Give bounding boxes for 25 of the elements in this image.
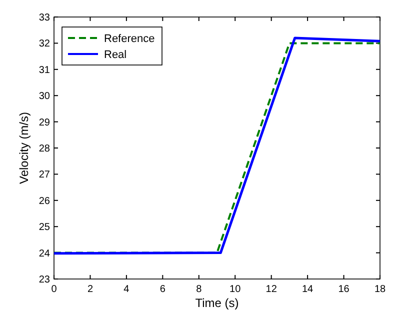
legend-label: Real: [104, 49, 127, 61]
y-tick-label: 33: [38, 12, 50, 24]
x-tick-label: 4: [124, 284, 130, 295]
x-axis-title: Time (s): [195, 296, 239, 310]
x-tick-label: 8: [196, 284, 202, 295]
y-tick-label: 23: [38, 274, 50, 286]
y-tick-label: 25: [38, 222, 50, 234]
x-tick-label: 6: [160, 284, 166, 295]
y-axis-title: Velocity (m/s): [17, 112, 31, 184]
y-tick-label: 24: [38, 248, 50, 260]
y-tick-label: 29: [38, 117, 50, 128]
legend-label: Reference: [104, 33, 155, 45]
y-tick-label: 32: [38, 38, 50, 50]
y-tick-label: 28: [38, 144, 50, 154]
x-tick-label: 10: [230, 284, 242, 295]
x-tick-label: 12: [266, 284, 278, 295]
x-tick-label: 14: [302, 284, 314, 295]
y-tick-label: 31: [38, 64, 50, 76]
y-tick-label: 30: [38, 91, 50, 102]
y-tick-label: 27: [38, 170, 50, 181]
x-tick-label: 2: [87, 284, 94, 295]
y-tick-label: 26: [38, 196, 50, 207]
x-tick-label: 0: [51, 284, 58, 295]
x-tick-label: 16: [338, 284, 350, 295]
x-tick-label: 18: [374, 284, 386, 295]
